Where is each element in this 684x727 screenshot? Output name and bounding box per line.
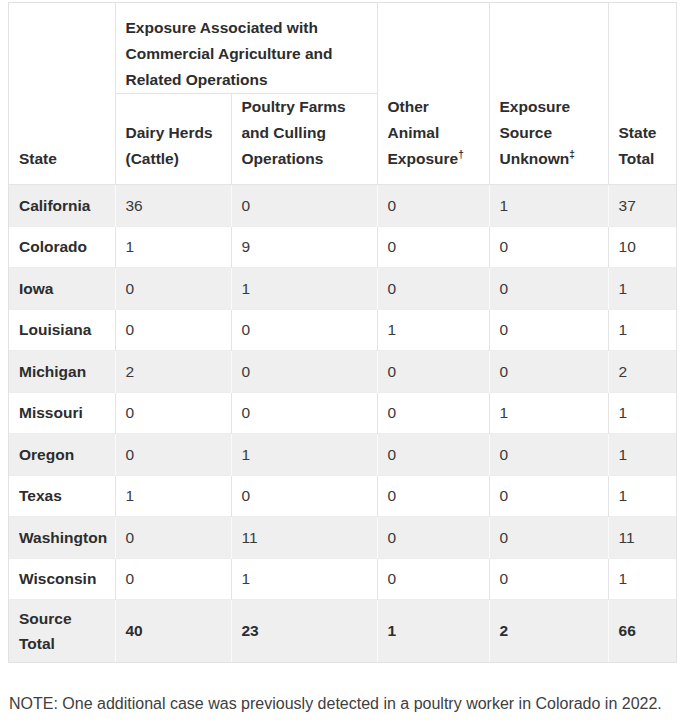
total-cell: 37 [608,185,676,227]
unknown-cell: 0 [489,351,608,393]
total-cell: 1 [608,434,676,476]
unknown-cell: 0 [489,517,608,559]
poultry-cell: 0 [231,185,377,227]
dairy-herds-header-cell: Dairy Herds (Cattle) [115,94,231,185]
total-cell: 1 [608,475,676,517]
unknown-total-cell: 2 [489,600,608,662]
state-cell: Oregon [9,434,115,476]
dairy-cell: 0 [115,517,231,559]
state-cell: Michigan [9,351,115,393]
other-cell: 0 [377,475,489,517]
unknown-cell: 1 [489,392,608,434]
unknown-cell: 1 [489,185,608,227]
dagger-superscript: † [458,149,464,160]
poultry-cell: 1 [231,434,377,476]
dairy-cell: 0 [115,434,231,476]
table-row: Washington 0 11 0 0 11 [9,517,676,559]
total-cell: 10 [608,226,676,268]
poultry-cell: 0 [231,309,377,351]
footnote: NOTE: One additional case was previously… [9,695,676,713]
state-cell: Colorado [9,226,115,268]
table-row: Texas 1 0 0 0 1 [9,475,676,517]
poultry-cell: 1 [231,268,377,310]
state-cell: California [9,185,115,227]
state-cell: Texas [9,475,115,517]
poultry-cell: 0 [231,351,377,393]
grand-total-cell: 66 [608,600,676,662]
poultry-cell: 0 [231,392,377,434]
unknown-cell: 0 [489,309,608,351]
total-cell: 1 [608,309,676,351]
table-row: Oregon 0 1 0 0 1 [9,434,676,476]
header-group-row: State Exposure Associated with Commercia… [9,3,676,94]
dairy-cell: 0 [115,392,231,434]
total-cell: 1 [608,558,676,600]
state-cell: Iowa [9,268,115,310]
other-cell: 0 [377,517,489,559]
state-header-cell: State [9,3,115,185]
poultry-farms-header-cell: Poultry Farms and Culling Operations [231,94,377,185]
dairy-cell: 0 [115,558,231,600]
unknown-source-header-cell: Exposure Source Unknown‡ [489,3,608,185]
table-row: Wisconsin 0 1 0 0 1 [9,558,676,600]
exposure-table-container: State Exposure Associated with Commercia… [8,2,677,663]
state-total-header-cell: State Total [608,3,676,185]
other-exposure-header-cell: Other Animal Exposure† [377,3,489,185]
unknown-cell: 0 [489,268,608,310]
table-row: Michigan 2 0 0 0 2 [9,351,676,393]
table-row: Iowa 0 1 0 0 1 [9,268,676,310]
dairy-cell: 0 [115,309,231,351]
unknown-cell: 0 [489,558,608,600]
total-cell: 2 [608,351,676,393]
unknown-cell: 0 [489,475,608,517]
dairy-cell: 0 [115,268,231,310]
dairy-cell: 1 [115,226,231,268]
other-cell: 0 [377,351,489,393]
other-cell: 0 [377,558,489,600]
total-cell: 11 [608,517,676,559]
state-cell: Wisconsin [9,558,115,600]
dairy-cell: 1 [115,475,231,517]
double-dagger-superscript: ‡ [569,149,575,160]
poultry-cell: 0 [231,475,377,517]
unknown-cell: 0 [489,434,608,476]
poultry-total-cell: 23 [231,600,377,662]
table-row: California 36 0 0 1 37 [9,185,676,227]
other-cell: 0 [377,185,489,227]
total-row: Source Total 40 23 1 2 66 [9,600,676,662]
other-total-cell: 1 [377,600,489,662]
total-cell: 1 [608,268,676,310]
poultry-cell: 1 [231,558,377,600]
table-row: Missouri 0 0 0 1 1 [9,392,676,434]
unknown-source-header-label: Exposure Source Unknown [500,98,571,167]
dairy-cell: 2 [115,351,231,393]
other-cell: 1 [377,309,489,351]
group-header-cell: Exposure Associated with Commercial Agri… [115,3,377,94]
table-row: Louisiana 0 0 1 0 1 [9,309,676,351]
poultry-cell: 9 [231,226,377,268]
total-cell: 1 [608,392,676,434]
other-cell: 0 [377,392,489,434]
other-cell: 0 [377,226,489,268]
total-label-cell: Source Total [9,600,115,662]
other-cell: 0 [377,268,489,310]
dairy-total-cell: 40 [115,600,231,662]
state-cell: Washington [9,517,115,559]
poultry-cell: 11 [231,517,377,559]
other-exposure-header-label: Other Animal Exposure [388,98,459,167]
state-cell: Missouri [9,392,115,434]
state-cell: Louisiana [9,309,115,351]
unknown-cell: 0 [489,226,608,268]
exposure-table: State Exposure Associated with Commercia… [9,3,676,662]
table-row: Colorado 1 9 0 0 10 [9,226,676,268]
other-cell: 0 [377,434,489,476]
dairy-cell: 36 [115,185,231,227]
